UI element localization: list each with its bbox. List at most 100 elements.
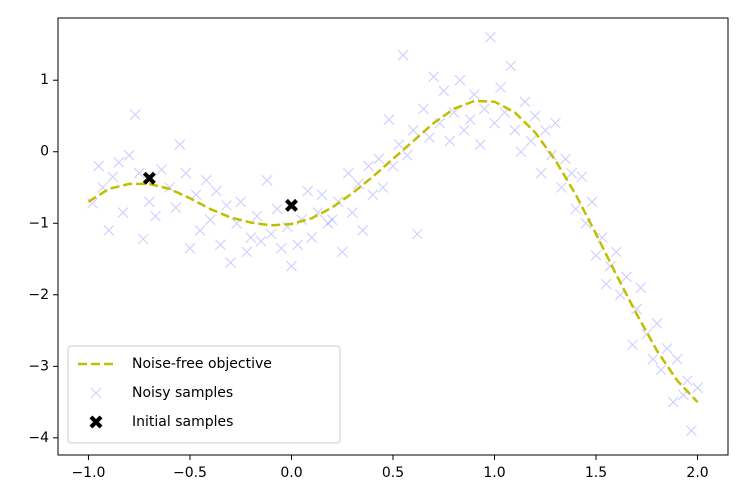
marker (200, 174, 212, 186)
y-tick-label: −4 (28, 430, 49, 446)
marker (346, 207, 358, 218)
marker (478, 103, 490, 115)
marker (235, 196, 247, 208)
legend: Noise-free objective Noisy samples Initial… (67, 345, 341, 444)
marker (204, 214, 216, 226)
marker (286, 260, 297, 272)
marker (123, 149, 135, 161)
marker (265, 228, 277, 240)
marker (113, 157, 125, 168)
x-tick-label: 0.0 (280, 465, 302, 481)
marker (194, 224, 206, 236)
x-tick-label: −1.0 (71, 465, 105, 481)
marker (651, 317, 663, 329)
marker (454, 74, 466, 86)
marker (90, 387, 102, 399)
marker (661, 343, 673, 354)
legend-label: Noise-free objective (132, 356, 272, 372)
marker (692, 382, 703, 394)
marker (576, 171, 588, 183)
marker (600, 278, 612, 290)
marker (284, 198, 298, 212)
marker (515, 146, 527, 158)
marker (529, 110, 541, 122)
marker (397, 49, 409, 61)
legend-box (67, 345, 341, 444)
x-tick-label: 2.0 (686, 465, 708, 481)
legend-label: Noisy samples (132, 385, 233, 401)
marker (596, 232, 608, 243)
marker (401, 149, 413, 161)
marker (474, 139, 486, 151)
y-tick-label: 1 (40, 72, 49, 88)
marker (190, 189, 202, 201)
marker (275, 242, 287, 254)
marker (150, 210, 161, 222)
marker (556, 182, 567, 193)
marker (438, 85, 450, 97)
marker (610, 246, 622, 258)
marker (133, 167, 145, 179)
marker (509, 124, 521, 136)
marker (444, 135, 456, 147)
y-tick-label: −3 (28, 358, 49, 374)
marker (137, 233, 149, 245)
x-tick-label: 0.5 (382, 465, 404, 481)
marker (184, 242, 196, 254)
objective-line (87, 99, 699, 403)
marker (373, 153, 385, 165)
marker (535, 167, 547, 179)
marker (117, 207, 129, 218)
x-tick-label: 1.5 (585, 465, 607, 481)
marker (448, 106, 460, 118)
marker (174, 139, 186, 151)
marker (156, 164, 167, 176)
marker (686, 425, 697, 437)
marker (393, 139, 405, 151)
marker (292, 239, 304, 251)
marker (458, 124, 470, 136)
marker (489, 117, 500, 129)
marker (671, 353, 683, 365)
marker (681, 375, 693, 387)
marker (342, 167, 354, 179)
marker (255, 235, 267, 247)
marker (635, 282, 647, 294)
marker (170, 202, 182, 213)
marker (627, 339, 639, 351)
marker (357, 224, 368, 236)
marker (316, 189, 328, 201)
y-tick-label: −2 (28, 287, 49, 303)
marker (411, 228, 423, 240)
marker (667, 396, 679, 408)
marker (525, 135, 537, 147)
marker (143, 196, 155, 208)
marker (560, 153, 572, 165)
marker (336, 246, 348, 258)
marker (647, 353, 659, 365)
legend-label: Initial samples (132, 414, 233, 430)
marker (407, 124, 419, 136)
marker (245, 232, 257, 243)
marker (539, 124, 551, 136)
marker (367, 189, 379, 201)
marker (107, 171, 119, 183)
marker (251, 210, 263, 222)
marker (566, 167, 578, 179)
marker (586, 196, 598, 208)
marker (261, 174, 273, 186)
marker (225, 257, 237, 269)
marker (424, 132, 435, 143)
marker (468, 89, 480, 100)
marker (363, 160, 375, 172)
marker (93, 160, 105, 172)
marker (377, 182, 389, 193)
marker (326, 214, 338, 226)
marker (103, 224, 115, 236)
marker (383, 114, 395, 125)
marker (129, 109, 141, 120)
marker (655, 364, 667, 376)
marker (271, 203, 283, 215)
